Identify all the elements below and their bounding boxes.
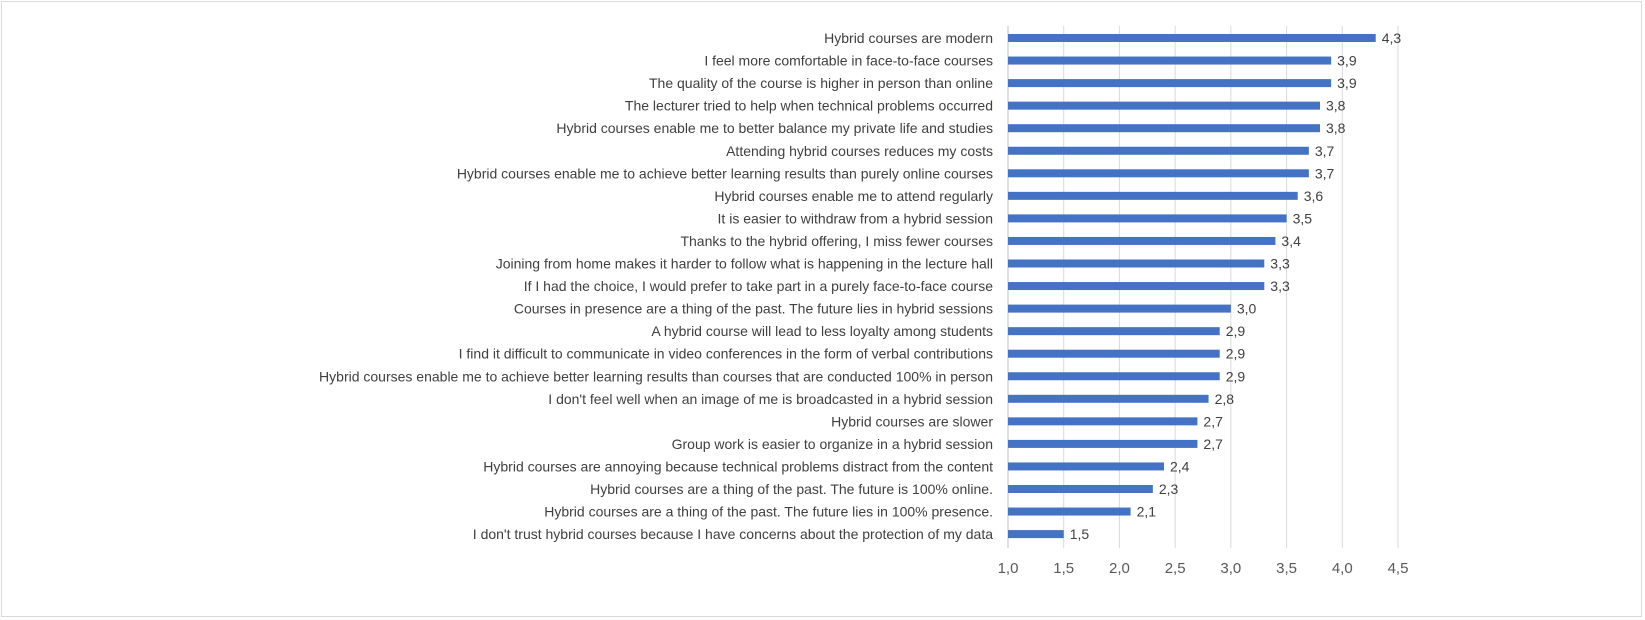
- category-label: A hybrid course will lead to less loyalt…: [651, 323, 993, 339]
- bar: [1008, 327, 1220, 336]
- bar: [1008, 214, 1287, 223]
- bar: [1008, 56, 1332, 65]
- data-label: 3,6: [1304, 188, 1324, 204]
- category-label: Attending hybrid courses reduces my cost…: [726, 143, 993, 159]
- bar: [1008, 530, 1064, 539]
- category-label: Hybrid courses enable me to achieve bett…: [319, 368, 993, 384]
- bar: [1008, 394, 1209, 403]
- category-label: Hybrid courses are slower: [831, 413, 993, 429]
- bar: [1008, 372, 1220, 381]
- bar: [1008, 349, 1220, 358]
- data-label: 3,0: [1237, 301, 1257, 317]
- data-label: 2,3: [1159, 481, 1179, 497]
- data-label: 3,3: [1270, 278, 1290, 294]
- bar: [1008, 124, 1320, 133]
- x-tick-label: 4,5: [1388, 560, 1409, 577]
- data-label: 1,5: [1070, 526, 1090, 542]
- bar: [1008, 439, 1198, 448]
- bar: [1008, 34, 1376, 42]
- x-tick-label: 3,5: [1276, 560, 1297, 577]
- category-label: Joining from home makes it harder to fol…: [496, 256, 993, 272]
- data-label: 2,7: [1203, 413, 1223, 429]
- data-label: 3,9: [1337, 53, 1357, 69]
- data-label: 2,9: [1226, 368, 1246, 384]
- category-label: Group work is easier to organize in a hy…: [672, 436, 993, 452]
- category-label: I feel more comfortable in face-to-face …: [704, 53, 993, 69]
- category-label: I find it difficult to communicate in vi…: [459, 346, 993, 362]
- x-tick-label: 1,0: [998, 560, 1019, 577]
- bar: [1008, 236, 1276, 245]
- bar: [1008, 507, 1131, 516]
- x-tick-label: 4,0: [1332, 560, 1353, 577]
- x-tick-label: 2,0: [1109, 560, 1130, 577]
- x-tick-label: 2,5: [1165, 560, 1186, 577]
- data-label: 4,3: [1382, 30, 1402, 46]
- category-labels: Hybrid courses are modern I feel more com…: [319, 30, 993, 542]
- x-tick-label: 3,0: [1220, 560, 1241, 577]
- bar: [1008, 304, 1231, 313]
- bars: [1008, 34, 1376, 539]
- data-label: 2,9: [1226, 323, 1246, 339]
- data-label: 3,7: [1315, 165, 1335, 181]
- data-label: 2,1: [1137, 504, 1157, 520]
- x-axis-tick-labels: 1,0 1,5 2,0 2,5 3,0 3,5 4,0 4,5: [998, 560, 1409, 577]
- data-label: 2,7: [1203, 436, 1223, 452]
- category-label: It is easier to withdraw from a hybrid s…: [718, 210, 993, 226]
- x-tick-label: 1,5: [1053, 560, 1074, 577]
- bar: [1008, 191, 1298, 200]
- data-label: 3,7: [1315, 143, 1335, 159]
- bar: [1008, 169, 1309, 178]
- bar: [1008, 485, 1153, 493]
- data-label: 2,8: [1215, 391, 1235, 407]
- category-label: Hybrid courses are a thing of the past. …: [590, 481, 993, 497]
- bar: [1008, 282, 1265, 291]
- data-label: 3,5: [1293, 210, 1313, 226]
- data-label: 3,4: [1281, 233, 1301, 249]
- category-label: Courses in presence are a thing of the p…: [514, 301, 993, 317]
- category-label: Hybrid courses enable me to attend regul…: [714, 188, 993, 204]
- category-label: Hybrid courses are a thing of the past. …: [544, 504, 993, 520]
- bar: [1008, 259, 1265, 268]
- category-label: The lecturer tried to help when technica…: [625, 98, 993, 114]
- value-labels: 4,3 3,9 3,9 3,8 3,8 3,7 3,7 3,6 3,5 3,4 3,3 3,3 3,0 2…: [1070, 30, 1402, 542]
- category-label: The quality of the course is higher in p…: [649, 75, 993, 91]
- data-label: 3,3: [1270, 256, 1290, 272]
- data-label: 3,8: [1326, 98, 1346, 114]
- bar: [1008, 101, 1320, 110]
- category-label: Hybrid courses enable me to better balan…: [556, 120, 993, 136]
- data-label: 3,8: [1326, 120, 1346, 136]
- bar: [1008, 417, 1198, 426]
- category-label: I don't feel well when an image of me is…: [548, 391, 993, 407]
- category-label: I don't trust hybrid courses because I h…: [473, 526, 993, 542]
- category-label: If I had the choice, I would prefer to t…: [524, 278, 993, 294]
- data-label: 2,4: [1170, 458, 1190, 474]
- bar: [1008, 146, 1309, 155]
- category-label: Thanks to the hybrid offering, I miss fe…: [680, 233, 993, 249]
- bar: [1008, 462, 1164, 471]
- bar: [1008, 79, 1332, 88]
- category-label: Hybrid courses are modern: [824, 30, 993, 46]
- data-label: 2,9: [1226, 346, 1246, 362]
- data-label: 3,9: [1337, 75, 1357, 91]
- category-label: Hybrid courses enable me to achieve bett…: [457, 165, 993, 181]
- category-label: Hybrid courses are annoying because tech…: [483, 458, 993, 474]
